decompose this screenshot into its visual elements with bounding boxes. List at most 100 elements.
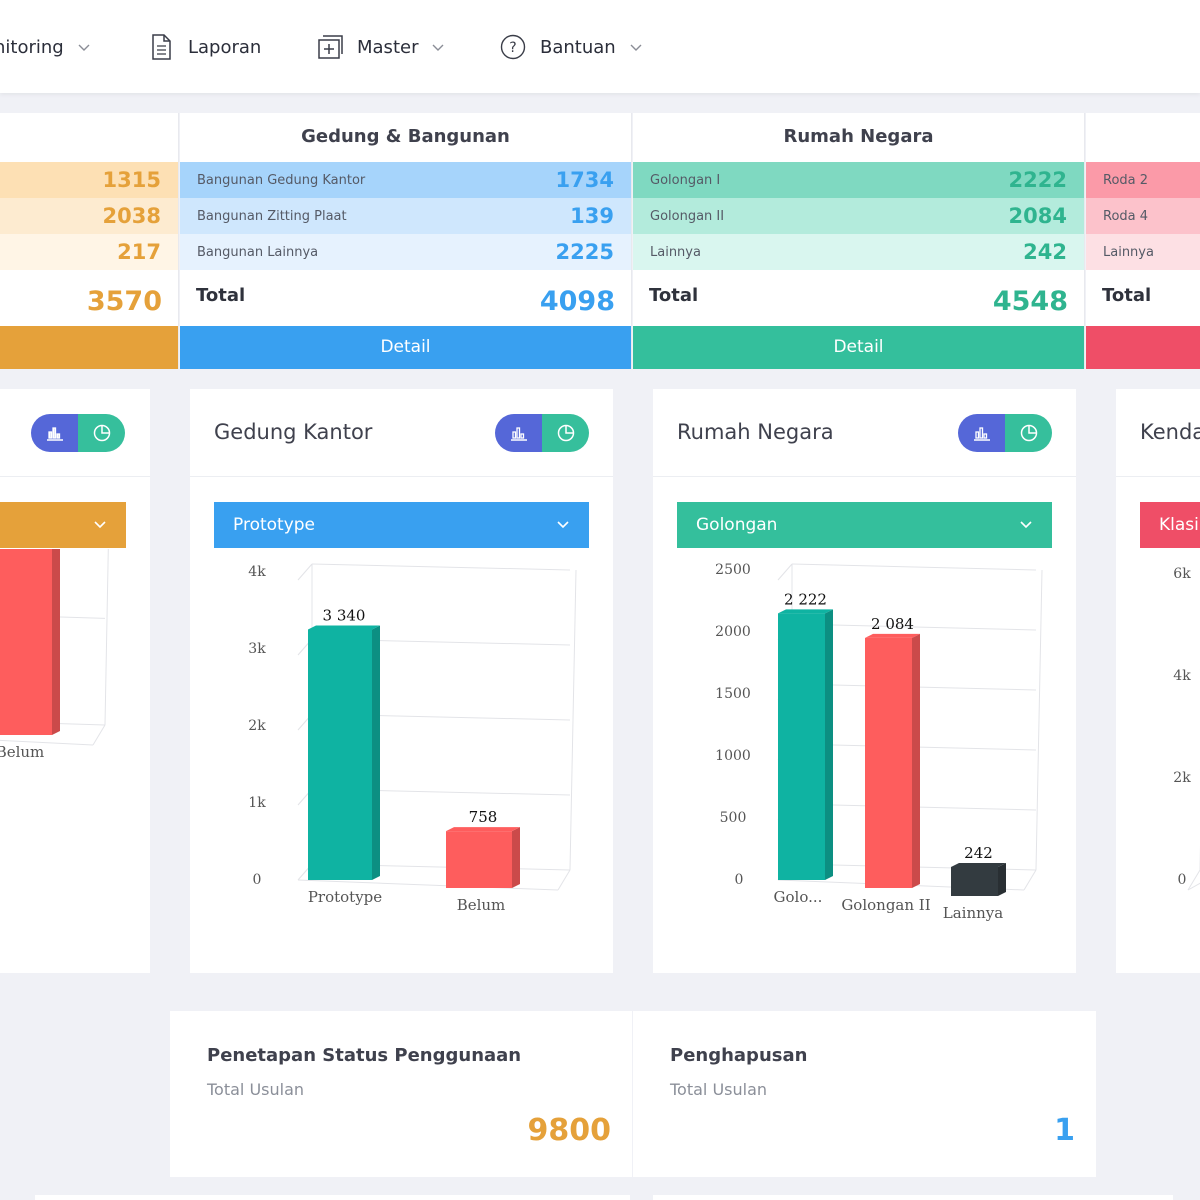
summary-total: 3570 [0,273,178,325]
bar-chart: 0 2k 4k 6k [1173,566,1200,891]
summary-total-value: 4548 [992,285,1068,317]
bar-chart-button[interactable] [958,414,1005,452]
bar [951,866,998,896]
detail-button[interactable]: Detail [180,326,631,369]
x-category-label: Lainnya [943,904,1003,922]
summary-row: Roda 2 [1086,162,1200,198]
summary-row-label: Bangunan Gedung Kantor [197,172,366,188]
summary-card-left: 1315 2038 217 3570 [0,113,179,369]
x-category-label: Belum [457,896,506,914]
top-navbar: nitoring Laporan Master ? Bantuan [0,0,1200,93]
summary-row-label: Bangunan Lainnya [197,244,319,260]
data-label: 2 222 [784,590,827,608]
category-dropdown[interactable]: Prototype [214,502,589,548]
detail-button[interactable]: Detail [633,326,1084,369]
summary-row-value: 217 [117,240,161,264]
chevron-down-icon [630,41,642,53]
bar [446,831,512,888]
dropdown-value: Golongan [696,515,778,535]
x-category-label: Belum [0,743,44,761]
add-box-icon [317,34,343,60]
floor-line [297,879,559,891]
card-divider [190,476,613,477]
y-tick-label: 6k [1173,566,1191,582]
category-dropdown[interactable]: Klasi [1140,502,1200,548]
pie-chart-button[interactable] [78,414,125,452]
floor-line [0,739,94,746]
data-label: 242 [964,844,993,862]
bar-side [512,827,520,888]
nav-laporan[interactable]: Laporan [148,31,261,63]
bar-side [998,862,1006,896]
pie-chart-icon [93,424,110,442]
y-tick-label: 3k [248,641,266,657]
summary-total-label: Total [1102,284,1152,306]
y-tick-label: 2k [1173,770,1191,786]
chart-card-rumah: Rumah Negara Golongan 0 500 1000 1500 2000 25… [653,389,1076,973]
y-tick-label: 2500 [715,562,751,578]
grid-line [777,563,793,581]
summary-row: Golongan II 2084 [633,198,1084,234]
bar-chart: 847Belum [0,549,109,761]
bar-chart-icon [973,427,990,441]
grid-line [791,563,1037,571]
bar-side [52,549,60,735]
summary-row: Bangunan Lainnya 2225 [180,234,631,270]
total-usulan-value: 1 [1054,1113,1075,1148]
summary-total-label: Total [649,284,699,306]
nav-bantuan-label: Bantuan [540,36,616,58]
bar-chart-icon [46,427,63,441]
bar-chart-button[interactable] [495,414,542,452]
nav-master[interactable]: Master [317,31,444,63]
chart-title: Kenda [1140,420,1200,444]
summary-row-label: Golongan I [650,172,721,188]
chevron-down-icon [94,521,106,529]
nav-monitoring-label: nitoring [0,36,64,58]
y-tick-label: 1000 [715,748,751,764]
chevron-down-icon [557,521,569,529]
dropdown-value: Prototype [233,515,316,535]
y-tick-label: 0 [1178,872,1187,888]
data-label: 758 [469,808,498,826]
pie-chart-icon [1020,424,1037,442]
next-card-edge [35,1195,630,1200]
nav-laporan-label: Laporan [188,36,262,58]
summary-row-label: Lainnya [1103,244,1154,260]
nav-master-label: Master [357,36,419,58]
summary-row: 217 [0,234,178,270]
chart-card-gedung: Gedung Kantor Prototype 0 1k 2k 3k 4k 3 340 75… [190,389,613,973]
summary-row-value: 1734 [555,168,614,192]
chevron-down-icon [1020,521,1032,529]
total-usulan-value: 9800 [527,1113,612,1148]
summary-row-value: 2225 [555,240,614,264]
pie-chart-button[interactable] [542,414,589,452]
summary-row: 1315 [0,162,178,198]
pie-chart-icon [557,424,574,442]
summary-total-label: Total [196,284,246,306]
svg-text:?: ? [509,40,516,56]
nav-monitoring[interactable]: nitoring [0,31,90,63]
bar-chart-button[interactable] [31,414,78,452]
axis-line [1035,569,1043,871]
category-dropdown[interactable]: Golongan [677,502,1052,548]
summary-title: Gedung & Bangunan [301,126,510,147]
bar-top [865,633,920,638]
axis-line [569,569,577,871]
summary-row-value: 242 [1023,240,1067,264]
category-dropdown[interactable] [0,502,126,548]
chart-toggle [495,414,589,452]
bar [0,549,52,735]
summary-row-label: Golongan II [650,208,725,224]
summary-row-label: Lainnya [650,244,701,260]
detail-button[interactable] [0,326,178,369]
y-tick-label: 4k [248,564,266,580]
grid-line [311,563,571,571]
chart-title: Rumah Negara [677,420,834,444]
bar-side [825,609,833,880]
y-tick-label: 2k [248,718,266,734]
bar-top [446,827,520,832]
detail-button[interactable] [1086,326,1200,369]
card-subtitle: Total Usulan [207,1080,305,1099]
nav-bantuan[interactable]: ? Bantuan [500,31,642,63]
pie-chart-button[interactable] [1005,414,1052,452]
